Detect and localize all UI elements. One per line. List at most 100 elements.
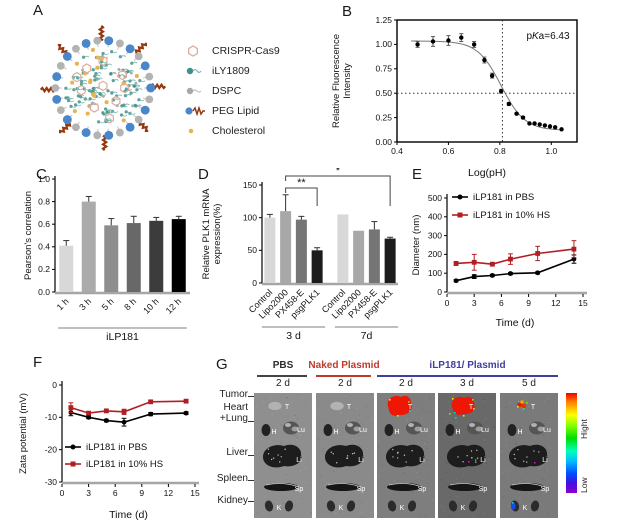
- svg-text:T: T: [285, 404, 290, 411]
- svg-text:150: 150: [243, 180, 257, 190]
- legend-item-ily1809: iLY1809: [183, 64, 280, 78]
- svg-text:0.0: 0.0: [38, 287, 50, 297]
- svg-text:Diameter (nm): Diameter (nm): [411, 215, 422, 276]
- svg-text:500: 500: [428, 193, 442, 203]
- legend-item-cholesterol: Cholesterol: [183, 124, 280, 138]
- svg-text:0.4: 0.4: [391, 146, 403, 156]
- svg-text:7d: 7d: [361, 330, 373, 342]
- panel-f-label: F: [33, 354, 43, 371]
- svg-text:6: 6: [499, 298, 504, 308]
- svg-text:15: 15: [578, 298, 588, 308]
- svg-text:3: 3: [472, 298, 477, 308]
- svg-text:H: H: [394, 429, 399, 436]
- panel-d-label: D: [198, 166, 210, 183]
- row-tick-liver: [248, 455, 254, 456]
- row-tick-spleen: [248, 480, 254, 481]
- svg-text:9: 9: [526, 298, 531, 308]
- svg-text:iLP181 in PBS: iLP181 in PBS: [473, 192, 534, 203]
- svg-text:0.6: 0.6: [38, 219, 50, 229]
- svg-text:Lu: Lu: [359, 427, 367, 434]
- svg-text:T: T: [469, 404, 474, 411]
- svg-text:Lu: Lu: [420, 427, 428, 434]
- dspc-icon: [186, 87, 202, 95]
- svg-text:0: 0: [252, 278, 257, 288]
- svg-text:Relative PLK1 mRNA: Relative PLK1 mRNA: [201, 188, 212, 279]
- fluorescence-colorbar: [566, 393, 577, 493]
- row-tick-kidney: [248, 501, 254, 502]
- svg-text:K: K: [400, 505, 405, 512]
- group-underline-naked: [316, 375, 371, 377]
- svg-text:Time (d): Time (d): [496, 317, 535, 329]
- row-label-kidney: Kidney: [217, 495, 248, 506]
- panel-g-label: G: [216, 356, 229, 373]
- legend-item-dspc: DSPC: [183, 84, 280, 98]
- svg-text:K: K: [277, 505, 282, 512]
- legend-label-peg: PEG Lipid: [212, 105, 260, 117]
- organ-photo: T H Lu Li Sp K: [254, 393, 312, 518]
- svg-text:Relative Fluorescence: Relative Fluorescence: [331, 34, 342, 128]
- svg-text:0: 0: [60, 488, 65, 498]
- svg-text:0.6: 0.6: [443, 146, 455, 156]
- group-underline-ilp181: [377, 375, 558, 377]
- svg-text:Sp: Sp: [418, 486, 427, 493]
- organ-photo: T H Lu Li Sp K: [316, 393, 374, 518]
- svg-text:0: 0: [437, 287, 442, 297]
- svg-text:0.8: 0.8: [494, 146, 506, 156]
- group-header-ilp181-plasmid: iLP181/ Plasmid: [429, 360, 506, 371]
- svg-text:Time (d): Time (d): [109, 509, 148, 521]
- organ-image-naked-2d: T H Lu Li Sp K: [316, 393, 374, 518]
- svg-text:200: 200: [428, 249, 442, 259]
- group-underline-pbs: [257, 375, 307, 377]
- cholesterol-icon: [188, 128, 194, 134]
- svg-text:Lu: Lu: [297, 427, 305, 434]
- row-tick-heart-lung: [248, 421, 254, 422]
- svg-text:Sp: Sp: [357, 486, 366, 493]
- svg-text:1.00: 1.00: [375, 39, 392, 49]
- svg-text:100: 100: [428, 268, 442, 278]
- svg-text:Li: Li: [480, 457, 486, 464]
- svg-text:100: 100: [243, 212, 257, 222]
- svg-text:0.00: 0.00: [375, 137, 392, 147]
- svg-text:H: H: [271, 429, 276, 436]
- svg-text:3 d: 3 d: [286, 330, 301, 342]
- pka-annotation: pKa=6.43: [526, 31, 570, 42]
- group-header-pbs: PBS: [272, 360, 294, 371]
- panel-c-label: C: [36, 166, 48, 183]
- svg-text:H: H: [455, 429, 460, 436]
- svg-text:K: K: [461, 505, 466, 512]
- ily1809-icon: [186, 67, 202, 75]
- svg-text:iLP181 in 10% HS: iLP181 in 10% HS: [473, 210, 550, 221]
- svg-text:0.4: 0.4: [38, 242, 50, 252]
- panel-d-chart: 050100150ControlLipo2000PX458-EpsgPLK1Co…: [201, 168, 399, 342]
- svg-text:3: 3: [86, 488, 91, 498]
- svg-text:-30: -30: [45, 477, 58, 487]
- svg-text:K: K: [339, 505, 344, 512]
- svg-text:-10: -10: [45, 412, 58, 422]
- organ-image-pbs-2d: T H Lu Li Sp K: [254, 393, 312, 518]
- nanoparticle-diagram: [39, 24, 167, 152]
- svg-text:1.25: 1.25: [375, 15, 392, 25]
- row-label-liver: Liver: [226, 447, 248, 458]
- panel-e-label: E: [412, 166, 423, 183]
- svg-text:50: 50: [248, 245, 258, 255]
- svg-text:12: 12: [164, 488, 174, 498]
- svg-text:Zata potential (mV): Zata potential (mV): [18, 393, 29, 474]
- svg-text:9: 9: [139, 488, 144, 498]
- svg-text:0.8: 0.8: [38, 196, 50, 206]
- svg-text:iLP181: iLP181: [106, 331, 139, 343]
- row-label-heart: Heart: [223, 402, 248, 413]
- svg-text:15: 15: [190, 488, 200, 498]
- peg-spike: [97, 24, 105, 42]
- organ-image-ilp181-2d: T H Lu Li Sp K: [377, 393, 435, 518]
- organ-photo: T H Lu Li Sp K: [500, 393, 558, 518]
- organ-image-ilp181-5d: T H Lu Li Sp K: [500, 393, 558, 518]
- panel-g: G PBS Naked Plasmid iLP181/ Plasmid 2 d …: [208, 355, 640, 528]
- row-label-spleen: Spleen: [216, 473, 248, 484]
- svg-text:*: *: [336, 168, 341, 177]
- svg-text:1.0: 1.0: [38, 174, 50, 184]
- svg-text:400: 400: [428, 212, 442, 222]
- svg-text:12 h: 12 h: [164, 296, 183, 315]
- svg-text:**: **: [297, 177, 306, 189]
- svg-text:Log(pH): Log(pH): [468, 167, 506, 179]
